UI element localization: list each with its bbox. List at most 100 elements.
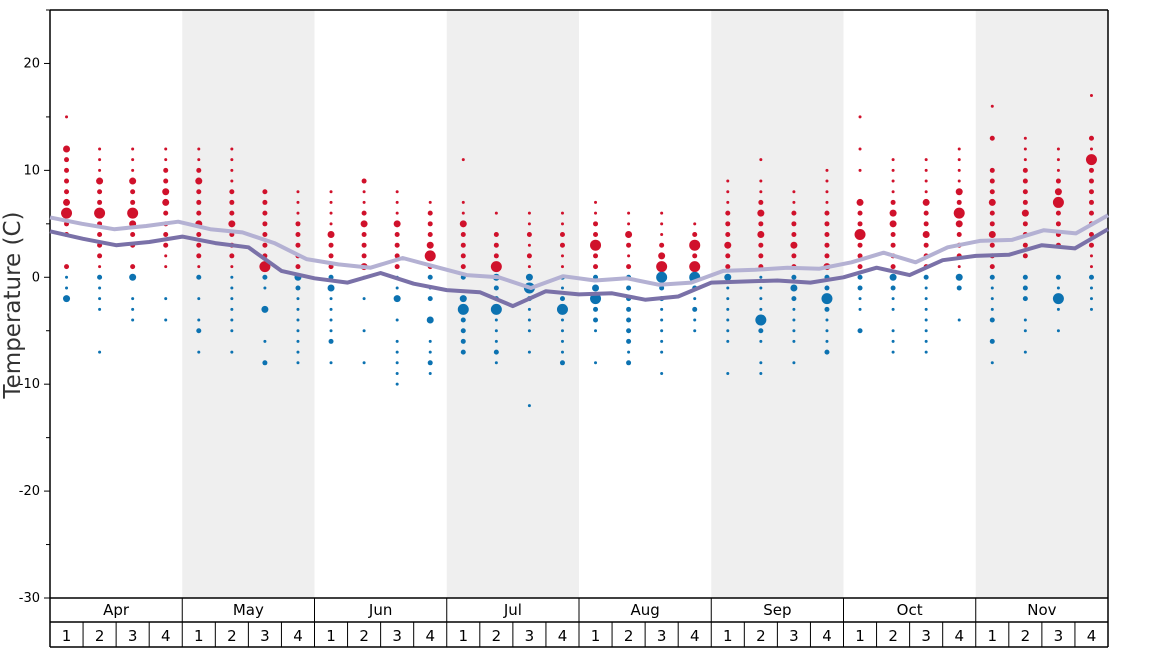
warm-dot [627, 254, 631, 258]
cold-dot [460, 349, 466, 355]
cold-dot [329, 361, 333, 365]
cold-dot [1022, 285, 1028, 291]
warm-dot [759, 158, 763, 162]
warm-dot [559, 242, 565, 248]
warm-dot [1023, 158, 1027, 162]
warm-dot [857, 210, 863, 216]
warm-dot [1022, 242, 1028, 248]
warm-dot [64, 178, 70, 184]
cold-dot [825, 339, 829, 343]
warm-dot [990, 104, 994, 108]
warm-dot [1088, 189, 1094, 195]
cold-dot [726, 286, 730, 290]
x-axis: Apr 1 2 3 4 May 1 2 3 4 Jun 1 2 3 4 Jul 1 2 3 4 Aug 1 2 3 4 Sep 1 2… [49, 597, 1109, 648]
warm-dot [131, 158, 135, 162]
warm-dot [494, 211, 498, 215]
warm-dot [98, 168, 102, 172]
warm-dot [656, 261, 668, 273]
cold-dot [559, 360, 565, 366]
cold-dot [296, 339, 300, 343]
week-label: 3 [525, 627, 535, 645]
warm-dot [526, 253, 532, 259]
cold-dot [197, 350, 201, 354]
warm-dot [957, 265, 961, 269]
cold-dot [693, 318, 697, 322]
warm-dot [395, 200, 399, 204]
cold-dot [296, 361, 300, 365]
warm-dot [1055, 210, 1061, 216]
warm-dot [196, 210, 202, 216]
cold-dot [329, 297, 333, 301]
cold-dot [262, 274, 268, 280]
warm-dot [98, 158, 102, 162]
warm-dot [197, 265, 201, 269]
warm-dot [395, 190, 399, 194]
warm-dot [559, 232, 565, 238]
cold-dot [891, 297, 895, 301]
warm-dot [854, 229, 866, 241]
cold-dot [1056, 329, 1060, 333]
warm-dot [1022, 199, 1028, 205]
week-label: 4 [293, 627, 303, 645]
warm-dot [1022, 221, 1028, 227]
cold-dot [395, 371, 399, 375]
warm-dot [229, 189, 235, 195]
cold-dot [197, 297, 201, 301]
warm-dot [692, 253, 698, 259]
warm-dot [792, 200, 796, 204]
warm-dot [460, 253, 466, 259]
warm-dot [164, 265, 168, 269]
cold-dot [129, 273, 137, 281]
warm-dot [196, 167, 202, 173]
cold-dot [890, 285, 896, 291]
warm-dot [989, 135, 995, 141]
cold-dot [792, 307, 796, 311]
y-tick-label: -20 [19, 484, 40, 499]
warm-dot [230, 147, 234, 151]
week-label: 2 [756, 627, 766, 645]
cold-dot [164, 297, 168, 301]
warm-dot [560, 222, 564, 226]
warm-dot [460, 264, 466, 270]
warm-dot [825, 190, 829, 194]
cold-dot [593, 306, 599, 312]
week-label: 4 [161, 627, 171, 645]
warm-dot [196, 232, 202, 238]
week-label: 4 [425, 627, 435, 645]
week-label: 4 [690, 627, 700, 645]
cold-dot [825, 318, 829, 322]
cold-dot [131, 297, 135, 301]
warm-dot [196, 199, 202, 205]
cold-dot [393, 295, 401, 303]
cold-dot [65, 286, 69, 290]
warm-dot [988, 231, 996, 239]
warm-dot [957, 168, 961, 172]
warm-dot [989, 167, 995, 173]
cold-dot [758, 328, 764, 334]
warm-dot [956, 199, 962, 205]
y-tick-label: 0 [32, 270, 40, 285]
warm-dot [1022, 253, 1028, 259]
cold-dot [824, 285, 830, 291]
warm-dot [262, 221, 268, 227]
cold-dot [1052, 293, 1064, 305]
month-label: Apr [103, 601, 130, 619]
lower-line [49, 227, 1110, 309]
week-label: 1 [62, 627, 72, 645]
warm-dot [162, 188, 170, 196]
cold-dot [989, 338, 995, 344]
warm-dot [659, 242, 665, 248]
cold-dot [395, 339, 399, 343]
cold-dot [1056, 286, 1060, 290]
cold-dot [1089, 297, 1093, 301]
cold-dot [64, 296, 70, 302]
warm-dot [1021, 209, 1029, 217]
warm-dot [689, 261, 701, 273]
week-label: 2 [227, 627, 237, 645]
warm-dot [658, 252, 666, 260]
cold-dot [460, 328, 466, 334]
cold-dot [230, 350, 234, 354]
warm-dot [857, 253, 863, 259]
cold-dot [1088, 274, 1094, 280]
